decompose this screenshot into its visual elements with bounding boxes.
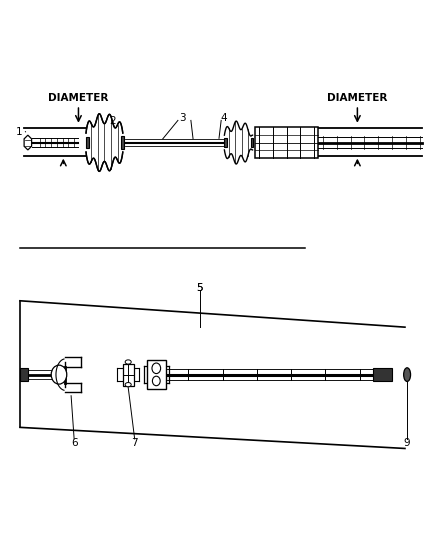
Text: 1: 1 — [16, 127, 22, 137]
Ellipse shape — [125, 360, 131, 364]
Text: 7: 7 — [131, 438, 138, 448]
Text: DIAMETER: DIAMETER — [327, 93, 388, 103]
Text: DIAMETER: DIAMETER — [48, 93, 109, 103]
Text: 9: 9 — [404, 438, 410, 448]
Bar — [224, 139, 227, 147]
Bar — [372, 368, 392, 382]
Polygon shape — [224, 121, 253, 164]
Polygon shape — [24, 135, 32, 150]
Text: 2: 2 — [110, 116, 117, 126]
Text: 5: 5 — [196, 282, 203, 293]
Bar — [20, 368, 28, 382]
Bar — [120, 136, 124, 149]
Circle shape — [51, 365, 67, 384]
Bar — [251, 138, 253, 147]
Ellipse shape — [125, 383, 131, 387]
FancyBboxPatch shape — [123, 364, 134, 386]
Text: 5: 5 — [196, 282, 203, 293]
Circle shape — [152, 363, 161, 374]
Polygon shape — [86, 114, 123, 172]
FancyBboxPatch shape — [147, 360, 166, 389]
FancyBboxPatch shape — [254, 127, 318, 158]
Text: 6: 6 — [71, 438, 78, 448]
Circle shape — [152, 376, 160, 386]
Text: 4: 4 — [220, 113, 226, 123]
Ellipse shape — [404, 368, 410, 382]
Bar — [86, 138, 89, 148]
Text: 3: 3 — [179, 113, 186, 123]
